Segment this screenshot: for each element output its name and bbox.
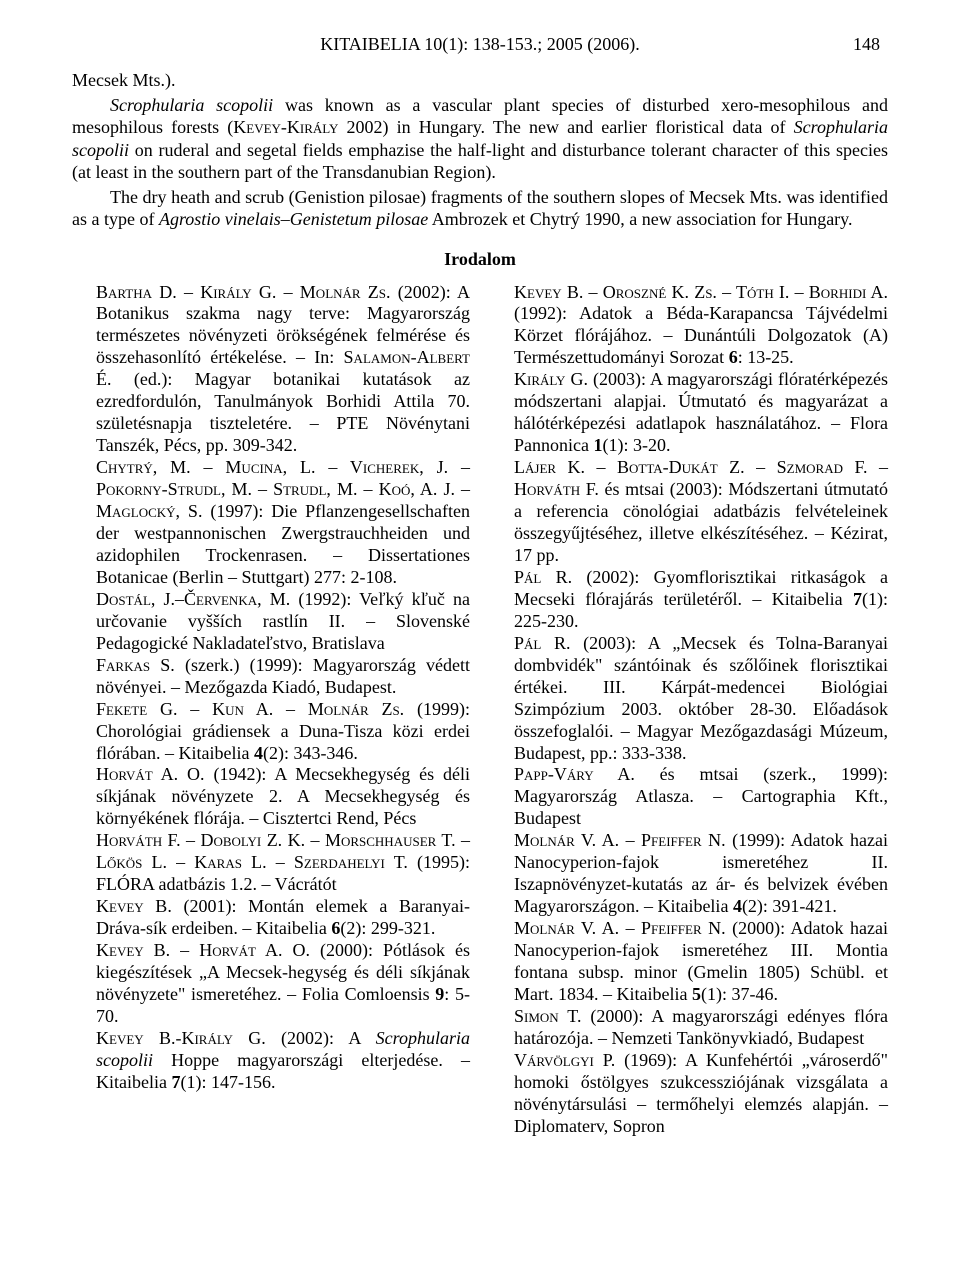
reference-entry: Molnár V. A. – Pfeiffer N. (2000): Adato…: [490, 918, 888, 1006]
reference-entry: Kevey B. – Oroszné K. Zs. – Tóth I. – Bo…: [490, 282, 888, 370]
reference-entry: Várvölgyi P. (1969): A Kunfehértói „váro…: [490, 1050, 888, 1138]
reference-entry: Chytrý, M. – Mucina, L. – Vicherek, J. –…: [72, 457, 470, 589]
reference-entry: Farkas S. (szerk.) (1999): Magyarország …: [72, 655, 470, 699]
bibliography-columns: Bartha D. – Király G. – Molnár Zs. (2002…: [72, 282, 888, 1138]
reference-entry: Dostál, J.–Červenka, M. (1992): Veľký kľ…: [72, 589, 470, 655]
reference-entry: Papp-Váry A. és mtsai (szerk., 1999): Ma…: [490, 764, 888, 830]
abstract-p1: Mecsek Mts.).: [72, 69, 888, 92]
reference-entry: Kevey B. (2001): Montán elemek a Baranya…: [72, 896, 470, 940]
reference-entry: Simon T. (2000): A magyarországi edényes…: [490, 1006, 888, 1050]
reference-entry: Lájer K. – Botta-Dukát Z. – Szmorad F. –…: [490, 457, 888, 567]
running-head: KITAIBELIA 10(1): 138-153.; 2005 (2006).: [72, 34, 888, 55]
reference-entry: Pál R. (2002): Gyomflorisztikai ritkaság…: [490, 567, 888, 633]
reference-entry: Pál R. (2003): A „Mecsek és Tolna-Barany…: [490, 633, 888, 765]
page-number: 148: [853, 34, 880, 55]
abstract-p3: The dry heath and scrub (Genistion pilos…: [72, 186, 888, 231]
abstract-continuation: Mecsek Mts.). Scrophularia scopolii was …: [72, 69, 888, 231]
reference-entry: Király G. (2003): A magyarországi flórat…: [490, 369, 888, 457]
reference-entry: Kevey B. – Horvát A. O. (2000): Pótlások…: [72, 940, 470, 1028]
abstract-p2: Scrophularia scopolii was known as a vas…: [72, 94, 888, 184]
reference-entry: Bartha D. – Király G. – Molnár Zs. (2002…: [72, 282, 470, 458]
reference-entry: Kevey B.-Király G. (2002): A Scrophulari…: [72, 1028, 470, 1094]
bibliography-heading: Irodalom: [72, 249, 888, 270]
reference-entry: Fekete G. – Kun A. – Molnár Zs. (1999): …: [72, 699, 470, 765]
reference-entry: Horváth F. – Dobolyi Z. K. – Morschhause…: [72, 830, 470, 896]
reference-entry: Horvát A. O. (1942): A Mecsekhegység és …: [72, 764, 470, 830]
reference-entry: Molnár V. A. – Pfeiffer N. (1999): Adato…: [490, 830, 888, 918]
